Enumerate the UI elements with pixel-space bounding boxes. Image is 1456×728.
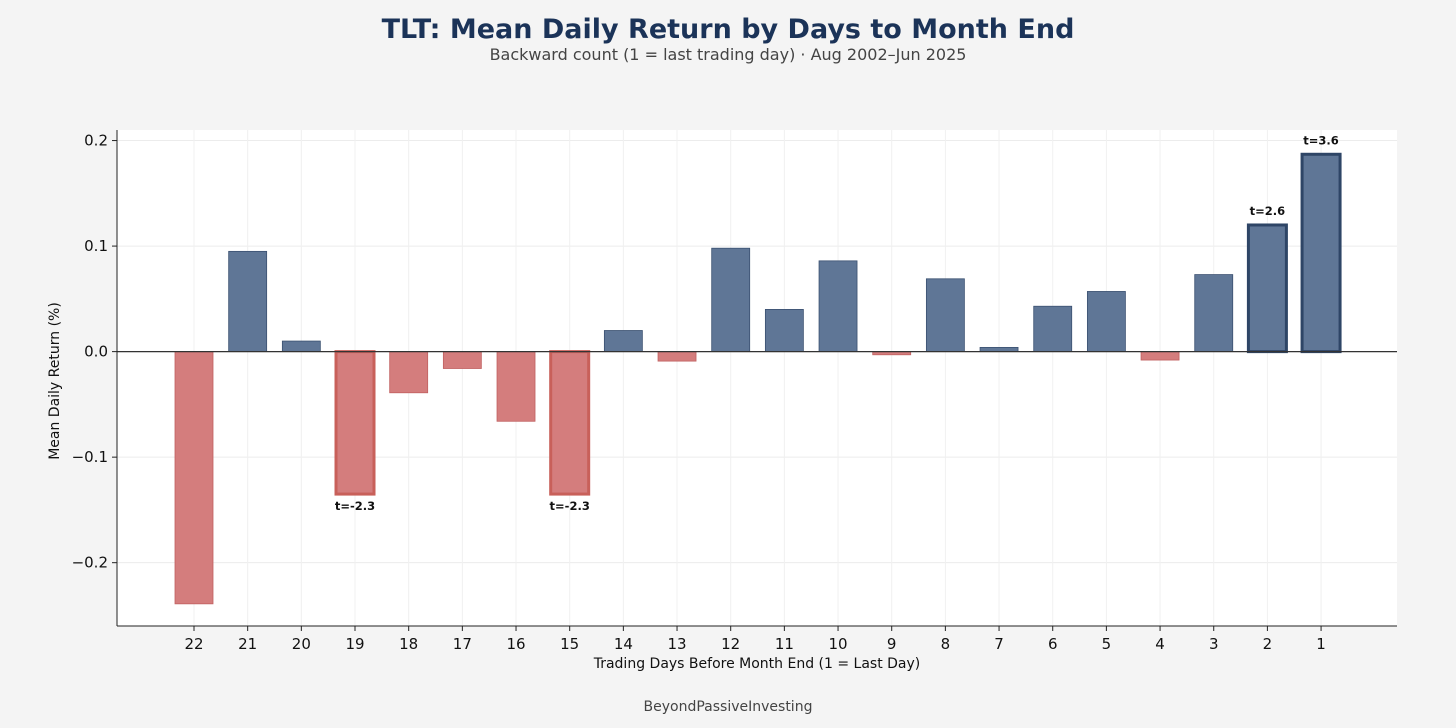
x-tick-label: 10 bbox=[828, 635, 847, 653]
x-tick-label: 1 bbox=[1316, 635, 1326, 653]
x-tick-label: 5 bbox=[1102, 635, 1112, 653]
x-tick-label: 2 bbox=[1263, 635, 1273, 653]
x-tick-label: 3 bbox=[1209, 635, 1219, 653]
bar-day-22 bbox=[174, 351, 214, 605]
y-tick-label: −0.2 bbox=[72, 554, 108, 572]
x-axis-label: Trading Days Before Month End (1 = Last … bbox=[593, 656, 921, 672]
x-tick-label: 21 bbox=[238, 635, 257, 653]
x-tick-label: 22 bbox=[184, 635, 203, 653]
t-stat-label: t=-2.3 bbox=[550, 499, 590, 513]
x-tick-label: 12 bbox=[721, 635, 740, 653]
y-tick-label: 0.1 bbox=[84, 237, 108, 255]
bar-day-12 bbox=[711, 247, 751, 353]
x-tick-label: 9 bbox=[887, 635, 897, 653]
x-tick-label: 7 bbox=[994, 635, 1004, 653]
gridlines bbox=[117, 130, 1397, 626]
x-tick-label: 14 bbox=[614, 635, 633, 653]
t-stat-label: t=2.6 bbox=[1250, 204, 1286, 218]
y-tick-label: 0.2 bbox=[84, 132, 108, 150]
plot-area bbox=[117, 130, 1397, 626]
y-tick-label: 0.0 bbox=[84, 343, 108, 361]
bar-day-19 bbox=[334, 350, 376, 496]
bar-day-1 bbox=[1300, 152, 1342, 354]
t-stat-label: t=3.6 bbox=[1303, 133, 1339, 147]
x-tick-label: 4 bbox=[1155, 635, 1165, 653]
x-tick-label: 6 bbox=[1048, 635, 1058, 653]
x-tick-label: 20 bbox=[292, 635, 311, 653]
x-tick-labels: 22 21 20 19 18 17 16 15 14 13 12 11 10 9 8 7 6 5 4 3 2 1 bbox=[184, 626, 1326, 653]
bar-day-21 bbox=[228, 250, 268, 353]
x-tick-label: 8 bbox=[941, 635, 951, 653]
t-stat-label: t=-2.3 bbox=[335, 499, 375, 513]
x-tick-label: 16 bbox=[506, 635, 525, 653]
axes bbox=[116, 130, 1397, 627]
y-tick-labels: −0.2 −0.1 0.0 0.1 0.2 bbox=[72, 132, 117, 572]
y-tick-label: −0.1 bbox=[72, 448, 108, 466]
bar-day-6 bbox=[1033, 305, 1073, 353]
x-tick-label: 11 bbox=[775, 635, 794, 653]
bar-day-20 bbox=[281, 340, 321, 353]
bars bbox=[174, 152, 1342, 605]
bar-day-3 bbox=[1194, 274, 1234, 353]
t-stat-annotations: t=-2.3 t=-2.3 t=2.6 t=3.6 bbox=[335, 133, 1339, 513]
bar-day-18 bbox=[389, 351, 429, 394]
bar-day-5 bbox=[1086, 291, 1126, 353]
chart-title: TLT: Mean Daily Return by Days to Month … bbox=[381, 14, 1075, 45]
x-tick-label: 15 bbox=[560, 635, 579, 653]
bar-day-17 bbox=[442, 351, 482, 369]
x-tick-label: 19 bbox=[345, 635, 364, 653]
bar-day-15 bbox=[549, 350, 591, 496]
x-tick-label: 17 bbox=[453, 635, 472, 653]
bar-day-10 bbox=[818, 260, 858, 353]
bar-day-8 bbox=[925, 278, 965, 353]
x-tick-label: 13 bbox=[667, 635, 686, 653]
credit-text: BeyondPassiveInvesting bbox=[643, 699, 813, 715]
chart-subtitle: Backward count (1 = last trading day) · … bbox=[489, 45, 967, 64]
bar-day-14 bbox=[603, 330, 643, 353]
bar-day-16 bbox=[496, 351, 536, 422]
bar-day-11 bbox=[764, 309, 804, 353]
bar-day-13 bbox=[657, 351, 697, 362]
x-tick-label: 18 bbox=[399, 635, 418, 653]
bar-day-2 bbox=[1246, 223, 1288, 354]
bar-day-4 bbox=[1140, 351, 1180, 361]
bar-day-7 bbox=[979, 346, 1019, 353]
y-axis-label: Mean Daily Return (%) bbox=[47, 302, 63, 460]
